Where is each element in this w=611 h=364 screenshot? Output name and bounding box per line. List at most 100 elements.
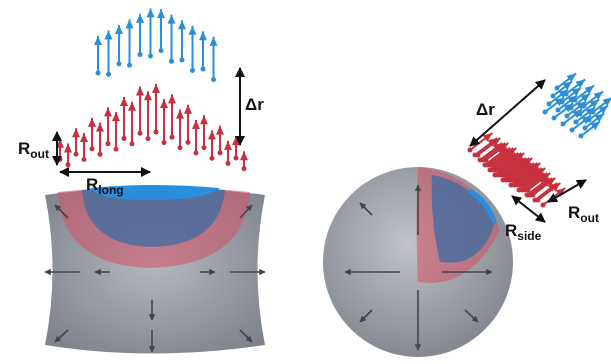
arrow bbox=[160, 99, 168, 108]
arrow bbox=[117, 61, 122, 66]
arrow bbox=[240, 151, 248, 171]
arrow bbox=[473, 153, 478, 158]
arrow bbox=[152, 84, 160, 93]
arrow bbox=[200, 115, 208, 124]
arrow bbox=[148, 53, 153, 58]
arrow bbox=[176, 110, 184, 119]
arrow bbox=[578, 112, 583, 117]
arrow bbox=[201, 67, 206, 72]
arrow bbox=[199, 31, 207, 40]
arrow bbox=[218, 150, 223, 155]
longitudinal-source bbox=[45, 185, 265, 354]
arrow bbox=[478, 158, 483, 163]
arrow bbox=[525, 193, 530, 198]
arrow bbox=[533, 198, 538, 203]
arrow bbox=[94, 36, 102, 45]
arrow bbox=[517, 188, 522, 193]
arrow bbox=[98, 152, 103, 157]
arrow bbox=[178, 145, 183, 150]
arrow bbox=[170, 135, 175, 140]
arrow bbox=[80, 133, 88, 162]
arrow bbox=[573, 98, 578, 103]
arrow bbox=[154, 129, 159, 134]
arrow bbox=[216, 126, 224, 135]
arrow bbox=[72, 128, 80, 156]
arrow bbox=[136, 87, 144, 136]
arrow bbox=[138, 131, 143, 136]
label: Rlong bbox=[86, 175, 124, 197]
arrow bbox=[208, 130, 216, 139]
arrow bbox=[226, 161, 231, 166]
arrow bbox=[560, 100, 565, 105]
arrow bbox=[152, 84, 160, 135]
arrow bbox=[184, 105, 192, 114]
arrow bbox=[168, 15, 176, 24]
arrow bbox=[88, 118, 96, 127]
arrow bbox=[138, 52, 143, 57]
arrow bbox=[128, 102, 136, 147]
arrow bbox=[211, 77, 216, 82]
arrow bbox=[232, 136, 240, 145]
arrow bbox=[561, 122, 566, 127]
arrow bbox=[72, 128, 80, 137]
arrow bbox=[178, 20, 186, 29]
arrow bbox=[58, 157, 63, 162]
arrow bbox=[551, 94, 556, 99]
arrow bbox=[144, 91, 152, 100]
arrow bbox=[96, 123, 104, 132]
arrow bbox=[210, 37, 218, 46]
arrow bbox=[180, 57, 185, 62]
arrow bbox=[112, 112, 120, 121]
arrow bbox=[194, 151, 199, 156]
arrow bbox=[120, 97, 128, 106]
arrow bbox=[168, 94, 176, 103]
arrow bbox=[199, 31, 207, 71]
arrow bbox=[582, 104, 587, 109]
arrow bbox=[114, 147, 119, 152]
arrow bbox=[493, 173, 498, 178]
arrow bbox=[136, 14, 144, 57]
arrow bbox=[583, 126, 588, 131]
arrow bbox=[189, 26, 197, 35]
arrow bbox=[96, 123, 104, 157]
arrow bbox=[556, 108, 561, 113]
arrow bbox=[192, 120, 200, 129]
label: Rout bbox=[18, 139, 49, 161]
arrow bbox=[80, 133, 88, 142]
arrow bbox=[146, 136, 151, 141]
arrow bbox=[543, 110, 548, 115]
arrow bbox=[186, 140, 191, 145]
arrow bbox=[136, 87, 144, 96]
arrow bbox=[66, 162, 71, 167]
arrow bbox=[127, 63, 132, 68]
arrow bbox=[160, 99, 168, 145]
arrow bbox=[105, 30, 113, 39]
label: Rside bbox=[505, 221, 542, 243]
arrow bbox=[547, 102, 552, 107]
arrow bbox=[483, 163, 488, 168]
arrow bbox=[168, 15, 176, 64]
arrow bbox=[106, 141, 111, 146]
arrow bbox=[115, 25, 123, 34]
arrow bbox=[184, 105, 192, 145]
arrow bbox=[126, 19, 134, 67]
arrow bbox=[64, 143, 72, 152]
label: Δr bbox=[476, 100, 495, 119]
arrow bbox=[74, 152, 79, 157]
arrow bbox=[232, 136, 240, 160]
arrow bbox=[574, 120, 579, 125]
arrow bbox=[587, 118, 592, 123]
particle-arrows bbox=[56, 8, 611, 207]
arrow bbox=[509, 183, 514, 188]
arrow bbox=[168, 94, 176, 139]
arrow bbox=[147, 8, 155, 58]
arrow bbox=[569, 106, 574, 111]
arrow bbox=[104, 107, 112, 116]
arrow bbox=[157, 9, 165, 53]
arrow bbox=[112, 112, 120, 151]
label: Rout bbox=[568, 203, 599, 225]
arrow bbox=[122, 136, 127, 141]
arrow bbox=[579, 134, 584, 139]
label: Δr bbox=[245, 95, 264, 114]
arrow bbox=[120, 97, 128, 141]
